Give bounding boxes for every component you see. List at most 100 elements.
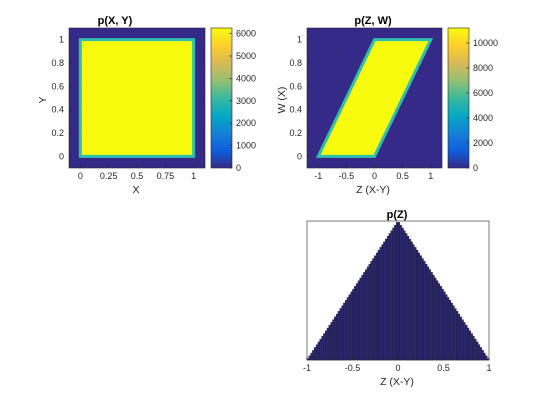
y-tick-label: 1 xyxy=(59,35,64,45)
pz-bar xyxy=(395,222,399,361)
pxy-x-axis-label: X xyxy=(132,184,139,196)
pz-bar xyxy=(456,311,459,361)
colorbar-tick-label: 4000 xyxy=(473,113,493,123)
pz-bar xyxy=(481,350,484,361)
pz-bar xyxy=(466,327,470,361)
x-tick-label: 0.5 xyxy=(437,363,450,373)
pz-bar xyxy=(325,330,328,361)
pz-bar xyxy=(463,322,466,361)
pz-bar xyxy=(401,227,404,361)
pz-bar xyxy=(428,269,431,361)
x-tick-label: -1 xyxy=(303,363,311,373)
pz-bar xyxy=(357,280,360,361)
pz-bar xyxy=(419,255,422,361)
colorbar-tick-label: 8000 xyxy=(473,63,493,73)
pz-bar xyxy=(446,297,450,361)
pz-bar xyxy=(434,277,437,361)
pz-bar xyxy=(372,258,375,361)
pz-bar xyxy=(339,308,342,361)
panel-pzw: p(Z, W) -1 -0.5 0 0.5 1 0 0.2 0.4 0.6 0.8 1 Z (X-… xyxy=(276,15,498,196)
x-tick-label: 0.75 xyxy=(157,171,175,181)
x-tick-label: -0.5 xyxy=(345,363,361,373)
pz-bar xyxy=(445,294,448,361)
y-tick-label: 0.8 xyxy=(289,58,302,68)
pz-bar xyxy=(326,327,330,361)
pz-bar xyxy=(386,236,390,361)
pz-bar xyxy=(328,325,331,361)
pz-bar xyxy=(405,233,408,361)
pz-bar xyxy=(359,277,362,361)
pxy-y-axis-label: Y xyxy=(37,96,49,103)
panel-pz: p(Z) -1 -0.5 0 0.5 1 Z (X-Y) xyxy=(303,209,492,388)
pz-bar xyxy=(335,313,339,361)
pxy-colorbar xyxy=(211,28,232,168)
pz-bar xyxy=(323,333,326,361)
pz-bar xyxy=(315,344,319,361)
pz-bar xyxy=(312,350,315,361)
pz-bar xyxy=(375,252,379,361)
x-tick-label: -1 xyxy=(314,171,322,181)
x-tick-label: 0 xyxy=(395,363,400,373)
pz-bar xyxy=(345,300,348,361)
pz-bar xyxy=(454,308,457,361)
colorbar-tick-label: 4000 xyxy=(236,73,256,83)
y-tick-label: 0.4 xyxy=(51,105,64,115)
pz-bar xyxy=(461,319,464,361)
pz-bar xyxy=(426,266,430,361)
pz-bar xyxy=(368,263,371,361)
pzw-uniform-region xyxy=(315,38,434,158)
panel-pxy: p(X, Y) 0 0.25 0.5 0.75 1 0 0.2 0.4 0.6 0.8 1 X Y… xyxy=(37,15,256,196)
pz-bar xyxy=(346,297,350,361)
pz-bar xyxy=(432,275,435,361)
colorbar-tick-label: 0 xyxy=(236,163,241,173)
pz-bar xyxy=(394,224,397,361)
pz-x-axis-label: Z (X-Y) xyxy=(380,376,414,388)
x-tick-label: 0 xyxy=(78,171,83,181)
pz-bar xyxy=(410,241,413,361)
pzw-title: p(Z, W) xyxy=(354,15,392,27)
pz-bar xyxy=(439,286,442,361)
pz-bar xyxy=(470,333,473,361)
y-tick-label: 0.6 xyxy=(51,81,64,91)
pz-bar xyxy=(361,275,364,361)
pz-bar xyxy=(337,311,340,361)
pz-bar xyxy=(330,322,333,361)
pz-bar xyxy=(441,288,444,361)
pz-bar xyxy=(437,283,441,361)
pz-bar xyxy=(448,300,451,361)
pz-bar xyxy=(381,244,384,361)
pzw-x-axis-label: Z (X-Y) xyxy=(356,184,390,196)
x-tick-label: 0.5 xyxy=(131,171,144,181)
pz-bar xyxy=(321,336,324,361)
pz-bar xyxy=(363,272,366,361)
colorbar-tick-label: 6000 xyxy=(473,88,493,98)
y-tick-label: 0 xyxy=(59,151,64,161)
pz-bar xyxy=(397,222,401,361)
pz-bar xyxy=(332,319,335,361)
pxy-colorbar-ticks: 0 1000 2000 3000 4000 5000 6000 xyxy=(229,29,256,173)
pz-bar xyxy=(383,241,386,361)
y-tick-label: 0.4 xyxy=(289,105,302,115)
colorbar-tick-label: 2000 xyxy=(473,138,493,148)
pz-bar xyxy=(476,341,479,361)
pz-bar xyxy=(314,347,317,361)
pz-bar xyxy=(343,302,346,361)
y-tick-label: 0.8 xyxy=(51,58,64,68)
pz-bar xyxy=(390,230,393,361)
y-tick-label: 0.2 xyxy=(289,128,302,138)
pz-bar xyxy=(366,266,370,361)
pxy-x-ticks: 0 0.25 0.5 0.75 1 xyxy=(78,165,196,181)
pzw-colorbar-ticks: 0 2000 4000 6000 8000 10000 xyxy=(466,38,498,173)
pz-bar xyxy=(354,286,357,361)
colorbar-tick-label: 0 xyxy=(473,163,478,173)
pz-bar xyxy=(425,263,428,361)
pz-bar xyxy=(399,224,402,361)
pzw-colorbar-frame xyxy=(447,27,470,169)
pxy-y-ticks: 0 0.2 0.4 0.6 0.8 1 xyxy=(51,35,72,161)
pz-bar xyxy=(374,255,377,361)
colorbar-tick-label: 5000 xyxy=(236,51,256,61)
pz-bar xyxy=(452,305,455,361)
pz-bar xyxy=(392,227,395,361)
y-tick-label: 0 xyxy=(297,151,302,161)
